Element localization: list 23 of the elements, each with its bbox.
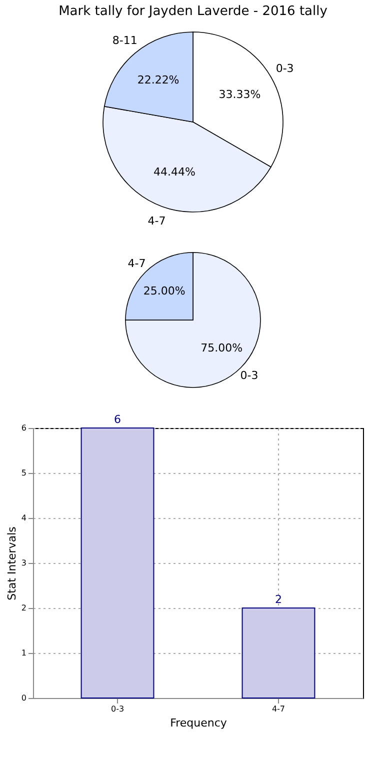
slice-label: 8-11 — [112, 34, 138, 47]
y-tick-label: 3 — [21, 558, 26, 568]
slice-label: 0-3 — [240, 369, 258, 382]
data-label: 33.33% — [218, 88, 261, 101]
y-tick-label: 2 — [21, 604, 26, 612]
data-label: 44.44% — [154, 166, 196, 179]
y-tick-label: 0 — [21, 694, 26, 702]
data-label: 75.00% — [200, 342, 243, 355]
y-tick-label: 5 — [21, 468, 26, 478]
data-label: 25.00% — [143, 284, 186, 298]
y-tick-label: 6 — [21, 424, 26, 432]
y-axis-title: Stat Intervals — [5, 526, 18, 600]
data-label: 6 — [114, 413, 122, 426]
y-tick-label: 1 — [21, 648, 26, 658]
slice-label: 4-7 — [128, 256, 146, 270]
slice-label: 0-3 — [276, 62, 294, 75]
y-tick-label: 4 — [21, 514, 26, 522]
pie-slice — [125, 252, 261, 388]
slice-label: 4-7 — [148, 214, 166, 228]
x-axis-title: Frequency — [170, 716, 228, 730]
data-label: 2 — [274, 593, 282, 606]
chart-title: Mark tally for Jayden Laverde - 2016 tally — [58, 4, 328, 19]
data-label: 22.22% — [137, 74, 180, 87]
